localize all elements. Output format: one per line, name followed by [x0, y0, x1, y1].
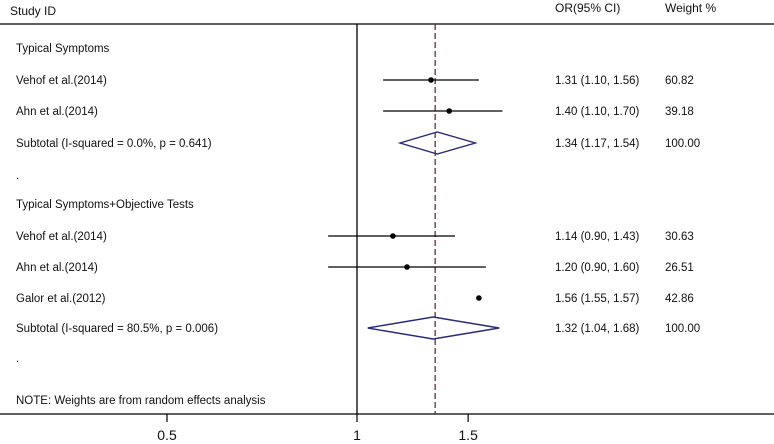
row-study: Ahn et al.(2014) 1.40 (1.10, 1.70) 39.18	[16, 106, 694, 118]
row-spacer: .	[16, 353, 19, 365]
weight-value: 100.00	[665, 323, 700, 335]
study-label: Ahn et al.(2014)	[16, 262, 98, 274]
x-tick-label: 1.5	[458, 427, 478, 443]
study-label: Ahn et al.(2014)	[16, 106, 98, 118]
point-estimate	[390, 233, 396, 239]
or-ci-value: 1.56 (1.55, 1.57)	[555, 293, 640, 305]
or-ci-value: 1.20 (0.90, 1.60)	[555, 262, 640, 274]
row-subtotal: Subtotal (I-squared = 0.0%, p = 0.641) 1.…	[16, 131, 700, 155]
weight-value: 39.18	[665, 106, 694, 118]
header-study-id: Study ID	[10, 4, 56, 18]
group-label: Typical Symptoms+Objective Tests	[16, 199, 194, 211]
row-subtotal: Subtotal (I-squared = 80.5%, p = 0.006) 1…	[16, 316, 700, 340]
row-group: Typical Symptoms+Objective Tests	[16, 199, 194, 211]
row-study: Ahn et al.(2014) 1.20 (0.90, 1.60) 26.51	[16, 262, 694, 274]
point-estimate	[404, 264, 410, 270]
weight-value: 26.51	[665, 262, 694, 274]
header-weight: Weight %	[665, 1, 716, 15]
note-label: NOTE: Weights are from random effects an…	[16, 395, 266, 407]
x-tick-label: 0.5	[157, 427, 177, 443]
weight-value: 60.82	[665, 75, 694, 87]
header-row: Study ID OR(95% CI) Weight %	[10, 1, 716, 18]
or-ci-value: 1.32 (1.04, 1.68)	[555, 323, 640, 335]
row-group: Typical Symptoms	[16, 43, 110, 55]
study-label: Vehof et al.(2014)	[16, 75, 107, 87]
subtotal-diamond	[397, 131, 478, 155]
subtotal-label: Subtotal (I-squared = 80.5%, p = 0.006)	[16, 323, 218, 335]
spacer-label: .	[16, 170, 19, 182]
header-or-ci: OR(95% CI)	[555, 1, 620, 15]
row-spacer: .	[16, 170, 19, 182]
weight-value: 100.00	[665, 138, 700, 150]
spacer-label: .	[16, 353, 19, 365]
or-ci-value: 1.34 (1.17, 1.54)	[555, 138, 640, 150]
x-axis-ticks: 0.5 1 1.5	[157, 414, 478, 443]
study-label: Galor et al.(2012)	[16, 293, 106, 305]
point-estimate	[476, 295, 482, 301]
group-label: Typical Symptoms	[16, 43, 110, 55]
subtotal-diamond	[367, 316, 500, 340]
row-study: Vehof et al.(2014) 1.14 (0.90, 1.43) 30.63	[16, 231, 694, 243]
weight-value: 42.86	[665, 293, 694, 305]
or-ci-value: 1.14 (0.90, 1.43)	[555, 231, 640, 243]
or-ci-value: 1.40 (1.10, 1.70)	[555, 106, 640, 118]
subtotal-label: Subtotal (I-squared = 0.0%, p = 0.641)	[16, 138, 212, 150]
rows-layer: Typical Symptoms Vehof et al.(2014) 1.31 (…	[16, 43, 700, 407]
row-study: Vehof et al.(2014) 1.31 (1.10, 1.56) 60.82	[16, 75, 694, 87]
row-study: Galor et al.(2012) 1.56 (1.55, 1.57) 42.86	[16, 293, 694, 305]
row-note: NOTE: Weights are from random effects an…	[16, 395, 266, 407]
study-label: Vehof et al.(2014)	[16, 231, 107, 243]
point-estimate	[446, 108, 453, 114]
or-ci-value: 1.31 (1.10, 1.56)	[555, 75, 640, 87]
point-estimate	[428, 77, 434, 83]
x-tick-label: 1	[353, 427, 361, 443]
weight-value: 30.63	[665, 231, 694, 243]
